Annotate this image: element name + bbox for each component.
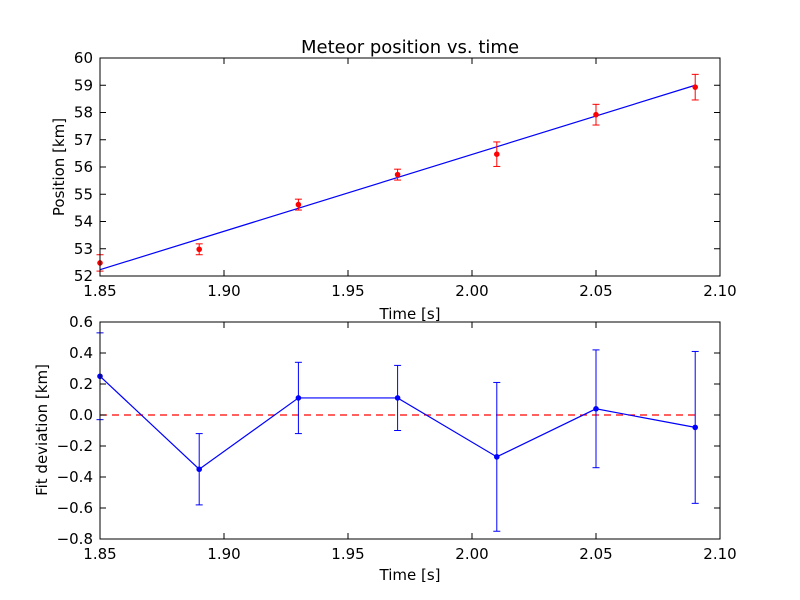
position-chart-frame	[99, 57, 721, 277]
deviation-y-axis-label: Fit deviation [km]	[33, 364, 51, 496]
y-tick-label: 0.6	[69, 313, 93, 331]
x-tick-label: 1.95	[331, 282, 364, 300]
deviation-points	[97, 373, 699, 473]
y-tick-label: −0.8	[57, 530, 93, 548]
deviation-chart-frame	[99, 321, 721, 540]
y-tick-label: 54	[74, 213, 93, 231]
position-point	[692, 84, 699, 90]
position-chart: Meteor position vs. time 1.85 1.90 1.95 2.0…	[50, 37, 737, 323]
y-tick-label: 0.2	[69, 375, 93, 393]
y-tick-label: 57	[74, 131, 93, 149]
position-y-ticks: 52 53 54 55 56 57 58 59 60	[74, 49, 720, 285]
position-chart-title: Meteor position vs. time	[301, 37, 519, 58]
deviation-point	[196, 466, 202, 473]
y-tick-label: 52	[74, 267, 93, 285]
position-y-axis-label: Position [km]	[50, 118, 68, 216]
y-tick-label: 58	[74, 104, 93, 122]
x-tick-label: 2.05	[579, 282, 612, 300]
deviation-point	[692, 424, 699, 431]
deviation-error-bars	[96, 332, 699, 532]
position-x-ticks: 1.85 1.90 1.95 2.00 2.05 2.10	[83, 58, 737, 300]
x-tick-label: 2.00	[455, 545, 488, 563]
deviation-x-axis-label: Time [s]	[379, 566, 441, 584]
x-tick-label: 2.10	[703, 545, 736, 563]
position-point	[494, 151, 500, 157]
y-tick-label: 0.4	[69, 344, 93, 362]
y-tick-label: 53	[74, 240, 93, 258]
x-tick-label: 1.85	[83, 545, 116, 563]
y-tick-label: 60	[74, 49, 93, 67]
position-point	[394, 171, 401, 178]
y-tick-label: −0.6	[57, 499, 93, 517]
position-point	[196, 246, 202, 253]
deviation-x-ticks: 1.85 1.90 1.95 2.00 2.05 2.10	[83, 322, 737, 563]
deviation-point	[394, 395, 401, 401]
y-tick-label: 55	[74, 185, 93, 203]
deviation-chart: 1.85 1.90 1.95 2.00 2.05 2.10 −0.8−0.6−0.4−0.…	[33, 313, 737, 584]
position-x-axis-label: Time [s]	[379, 305, 441, 323]
deviation-point	[494, 454, 500, 460]
y-tick-label: −0.4	[57, 468, 93, 486]
y-tick-label: 59	[74, 76, 93, 94]
x-tick-label: 1.85	[83, 282, 116, 300]
y-tick-label: 0.0	[69, 406, 93, 424]
x-tick-label: 2.10	[703, 282, 736, 300]
x-tick-label: 2.05	[579, 545, 612, 563]
deviation-point	[593, 406, 599, 412]
position-point	[593, 111, 599, 118]
deviation-point	[295, 395, 302, 401]
x-tick-label: 1.90	[207, 282, 240, 300]
y-tick-label: −0.2	[57, 437, 93, 455]
position-point	[295, 201, 302, 208]
x-tick-label: 1.95	[331, 545, 364, 563]
deviation-y-ticks: −0.8 −0.6 −0.4 −0.2 0.0 0.2 0.4 0.6	[57, 313, 720, 548]
x-tick-label: 1.90	[207, 545, 240, 563]
y-tick-label: 56	[74, 158, 93, 176]
x-tick-label: 2.00	[455, 282, 488, 300]
